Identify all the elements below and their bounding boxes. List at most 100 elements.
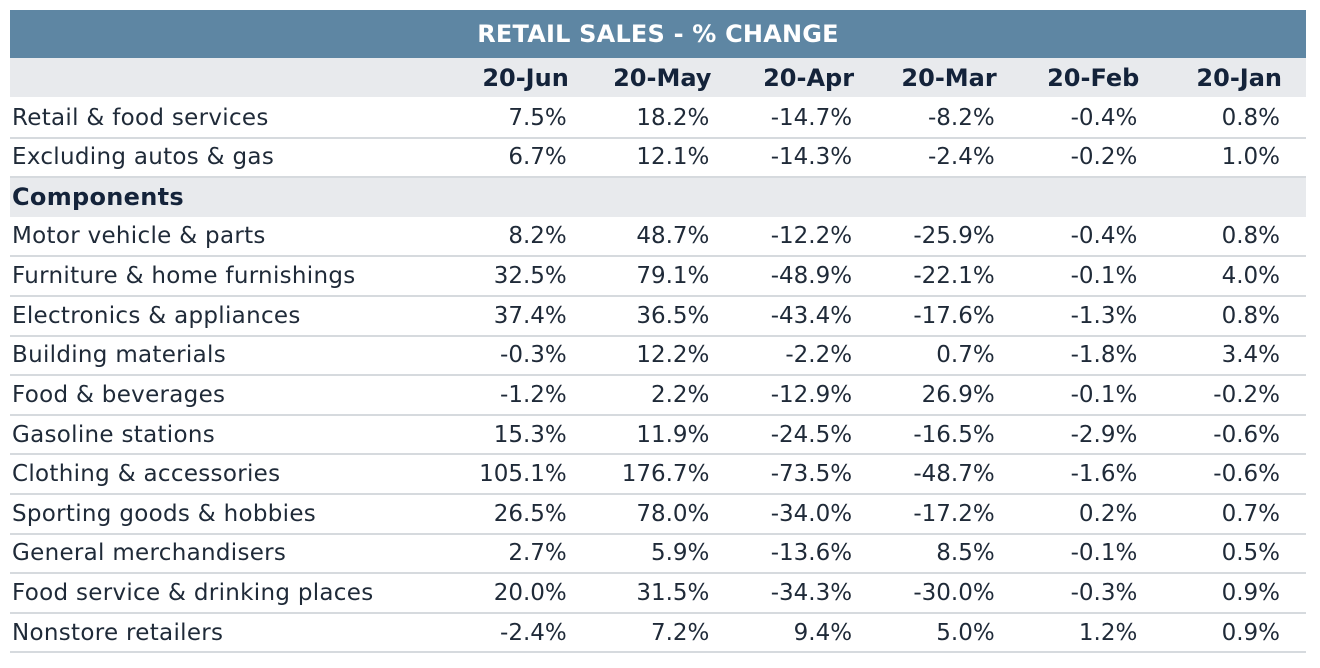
value-cell: 37.4% bbox=[450, 295, 593, 337]
row-label: Motor vehicle & parts bbox=[10, 216, 451, 258]
table-row: Excluding autos & gas 6.7% 12.1% -14.3% -2.4… bbox=[10, 137, 1306, 179]
table-row: Sporting goods & hobbies 26.5% 78.0% -34.0%… bbox=[10, 493, 1306, 535]
value-cell: 79.1% bbox=[592, 256, 736, 297]
value-cell: 1.2% bbox=[1020, 612, 1164, 654]
table-row: Gasoline stations 15.3% 11.9% -24.5% -16.5% -… bbox=[10, 414, 1306, 456]
value-cell: -48.9% bbox=[735, 256, 879, 297]
column-header-20-apr: 20-Apr bbox=[735, 58, 879, 99]
value-cell: 8.2% bbox=[450, 216, 593, 258]
value-cell: -43.4% bbox=[735, 295, 879, 337]
value-cell: -0.4% bbox=[1020, 216, 1164, 258]
value-cell: -12.2% bbox=[735, 216, 879, 258]
row-label: Food & beverages bbox=[10, 375, 451, 416]
column-header-20-feb: 20-Feb bbox=[1020, 58, 1164, 99]
value-cell: -0.6% bbox=[1163, 454, 1306, 495]
value-cell: 11.9% bbox=[592, 414, 736, 456]
value-cell: 5.0% bbox=[878, 612, 1021, 654]
value-cell: 105.1% bbox=[450, 454, 593, 495]
section-header-row: Components bbox=[10, 177, 1306, 217]
value-cell: -0.1% bbox=[1020, 256, 1164, 297]
value-cell: -14.3% bbox=[735, 137, 879, 179]
value-cell: -25.9% bbox=[878, 216, 1021, 258]
value-cell: -2.9% bbox=[1020, 414, 1164, 456]
retail-sales-table: 20-Jun 20-May 20-Apr 20-Mar 20-Feb 20-Jan Ret… bbox=[10, 58, 1306, 654]
row-label: Retail & food services bbox=[10, 98, 451, 139]
retail-sales-table-container: RETAIL SALES - % CHANGE 20-Jun 20-May 20-A… bbox=[10, 10, 1306, 654]
row-label: Electronics & appliances bbox=[10, 295, 451, 337]
value-cell: 176.7% bbox=[592, 454, 736, 495]
value-cell: -73.5% bbox=[735, 454, 879, 495]
table-row: Nonstore retailers -2.4% 7.2% 9.4% 5.0% 1.2% 0… bbox=[10, 612, 1306, 654]
value-cell: 48.7% bbox=[592, 216, 736, 258]
value-cell: -16.5% bbox=[878, 414, 1021, 456]
value-cell: 2.2% bbox=[592, 375, 736, 416]
row-label: Furniture & home furnishings bbox=[10, 256, 451, 297]
value-cell: 3.4% bbox=[1163, 335, 1306, 377]
value-cell: -0.3% bbox=[1020, 573, 1164, 614]
table-row: Food service & drinking places 20.0% 31.5%… bbox=[10, 573, 1306, 614]
value-cell: -22.1% bbox=[878, 256, 1021, 297]
value-cell: -48.7% bbox=[878, 454, 1021, 495]
value-cell: 15.3% bbox=[450, 414, 593, 456]
column-header-20-jun: 20-Jun bbox=[450, 58, 593, 99]
row-label: Clothing & accessories bbox=[10, 454, 451, 495]
value-cell: -24.5% bbox=[735, 414, 879, 456]
header-blank-cell bbox=[10, 58, 451, 99]
value-cell: 8.5% bbox=[878, 533, 1021, 575]
value-cell: 0.8% bbox=[1163, 295, 1306, 337]
value-cell: -0.2% bbox=[1020, 137, 1164, 179]
value-cell: -0.6% bbox=[1163, 414, 1306, 456]
value-cell: 0.7% bbox=[878, 335, 1021, 377]
table-row: Food & beverages -1.2% 2.2% -12.9% 26.9% -0.1… bbox=[10, 375, 1306, 416]
table-body: Retail & food services 7.5% 18.2% -14.7% -8.… bbox=[10, 98, 1306, 654]
value-cell: 0.7% bbox=[1163, 493, 1306, 535]
table-title: RETAIL SALES - % CHANGE bbox=[10, 10, 1306, 58]
table-row: Building materials -0.3% 12.2% -2.2% 0.7% -1.… bbox=[10, 335, 1306, 377]
column-header-20-may: 20-May bbox=[592, 58, 736, 99]
value-cell: -17.2% bbox=[878, 493, 1021, 535]
value-cell: 7.2% bbox=[592, 612, 736, 654]
column-header-row: 20-Jun 20-May 20-Apr 20-Mar 20-Feb 20-Jan bbox=[10, 58, 1306, 99]
value-cell: -34.0% bbox=[735, 493, 879, 535]
value-cell: 0.9% bbox=[1163, 612, 1306, 654]
table-row: Electronics & appliances 37.4% 36.5% -43.4%… bbox=[10, 295, 1306, 337]
value-cell: 20.0% bbox=[450, 573, 593, 614]
value-cell: 9.4% bbox=[735, 612, 879, 654]
value-cell: 6.7% bbox=[450, 137, 593, 179]
value-cell: -0.2% bbox=[1163, 375, 1306, 416]
value-cell: -0.1% bbox=[1020, 375, 1164, 416]
value-cell: -0.4% bbox=[1020, 98, 1164, 139]
value-cell: 12.1% bbox=[592, 137, 736, 179]
value-cell: 36.5% bbox=[592, 295, 736, 337]
row-label: Gasoline stations bbox=[10, 414, 451, 456]
value-cell: 7.5% bbox=[450, 98, 593, 139]
value-cell: 0.2% bbox=[1020, 493, 1164, 535]
value-cell: 78.0% bbox=[592, 493, 736, 535]
value-cell: -1.6% bbox=[1020, 454, 1164, 495]
value-cell: 4.0% bbox=[1163, 256, 1306, 297]
value-cell: -1.8% bbox=[1020, 335, 1164, 377]
row-label: Building materials bbox=[10, 335, 451, 377]
value-cell: 0.5% bbox=[1163, 533, 1306, 575]
table-row: Motor vehicle & parts 8.2% 48.7% -12.2% -25.… bbox=[10, 216, 1306, 258]
value-cell: -2.4% bbox=[878, 137, 1021, 179]
column-header-20-jan: 20-Jan bbox=[1163, 58, 1306, 99]
value-cell: 0.8% bbox=[1163, 98, 1306, 139]
value-cell: -12.9% bbox=[735, 375, 879, 416]
value-cell: 12.2% bbox=[592, 335, 736, 377]
value-cell: 5.9% bbox=[592, 533, 736, 575]
row-label: Excluding autos & gas bbox=[10, 137, 451, 179]
table-row: General merchandisers 2.7% 5.9% -13.6% 8.5% -… bbox=[10, 533, 1306, 575]
value-cell: 0.8% bbox=[1163, 216, 1306, 258]
value-cell: 26.9% bbox=[878, 375, 1021, 416]
value-cell: -2.2% bbox=[735, 335, 879, 377]
row-label: Sporting goods & hobbies bbox=[10, 493, 451, 535]
column-header-20-mar: 20-Mar bbox=[878, 58, 1021, 99]
value-cell: -2.4% bbox=[450, 612, 593, 654]
section-label: Components bbox=[10, 177, 1306, 217]
value-cell: 0.9% bbox=[1163, 573, 1306, 614]
table-row: Retail & food services 7.5% 18.2% -14.7% -8.… bbox=[10, 98, 1306, 139]
row-label: Nonstore retailers bbox=[10, 612, 451, 654]
table-row: Clothing & accessories 105.1% 176.7% -73.5%… bbox=[10, 454, 1306, 495]
value-cell: -8.2% bbox=[878, 98, 1021, 139]
